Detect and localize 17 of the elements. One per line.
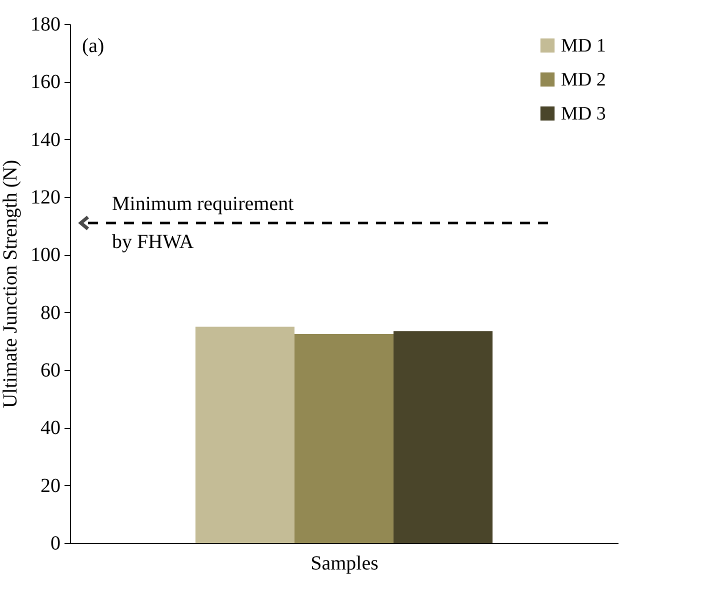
y-tick-label: 20 — [40, 474, 60, 497]
y-tick-label: 60 — [40, 360, 60, 382]
legend-label: MD 3 — [561, 104, 606, 124]
y-tick-label: 140 — [30, 128, 60, 151]
y-tick-label: 100 — [30, 244, 60, 266]
annotation: (a) — [82, 35, 104, 57]
legend-label: MD 1 — [561, 36, 606, 56]
y-tick-label: 80 — [40, 302, 60, 324]
y-axis-title: Ultimate Junction Strength (N) — [0, 160, 22, 408]
y-tick-label: 120 — [30, 186, 60, 208]
x-axis-title: Samples — [310, 552, 379, 574]
legend-label: MD 2 — [561, 70, 606, 90]
y-tick-label: 40 — [40, 417, 60, 440]
y-tick-label: 160 — [30, 71, 60, 94]
y-tick-label: 180 — [30, 14, 60, 36]
y-tick-label: 0 — [50, 532, 60, 554]
ref-line-label: Minimum requirement by FHWA — [112, 192, 294, 253]
